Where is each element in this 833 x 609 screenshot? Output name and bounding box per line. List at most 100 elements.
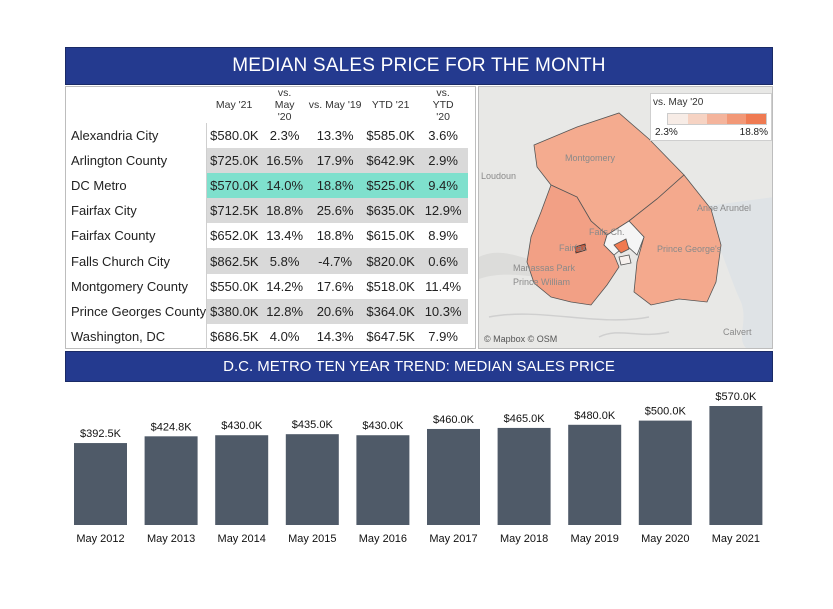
cell-may21: $652.0K xyxy=(206,223,262,249)
x-tick-label: May 2015 xyxy=(288,533,336,545)
price-table-panel: May '21 vs. May '20 vs. May '19 YTD '21 … xyxy=(65,86,476,349)
x-tick-label: May 2014 xyxy=(218,533,266,545)
cell-may21: $380.0K xyxy=(206,298,262,324)
legend-swatch xyxy=(707,114,727,124)
cell-ytd21: $518.0K xyxy=(366,278,415,294)
header-vs-may19: vs. May '19 xyxy=(308,99,362,111)
bar-may-2012[interactable] xyxy=(74,443,127,525)
top-title-banner: MEDIAN SALES PRICE FOR THE MONTH xyxy=(65,47,773,85)
bar-value-label: $430.0K xyxy=(362,420,404,432)
cell-ytd21: $364.0K xyxy=(362,298,419,324)
bar-may-2020[interactable] xyxy=(638,420,692,525)
map-label-loudoun: Loudoun xyxy=(481,171,517,181)
cell-vs-may20: 12.8% xyxy=(261,298,308,324)
x-tick-label: May 2013 xyxy=(147,533,195,545)
bottom-title: D.C. METRO TEN YEAR TREND: MEDIAN SALES … xyxy=(223,358,615,375)
arlington-region xyxy=(613,238,630,254)
map-label-anne-arundel: Anne Arundel xyxy=(697,203,752,213)
legend-title: vs. May '20 xyxy=(653,97,704,108)
bar-value-label: $430.0K xyxy=(221,420,263,432)
map-attribution[interactable]: © Mapbox © OSM xyxy=(484,334,558,344)
legend-swatch xyxy=(726,114,747,124)
cell-vs-may19: 13.3% xyxy=(316,128,354,144)
cell-vs-ytd20: 12.9% xyxy=(418,198,468,224)
table-row: DC Metro $570.0K 14.0% 18.8% $525.0K 9.4% xyxy=(66,173,468,199)
cell-ytd21: $647.5K xyxy=(366,328,415,344)
cell-ytd21: $615.0K xyxy=(366,228,415,244)
cell-may21: $862.5K xyxy=(206,248,262,274)
x-tick-label: May 2018 xyxy=(500,533,548,545)
cell-ytd21: $585.0K xyxy=(366,128,415,144)
cell-vs-ytd20: 2.9% xyxy=(418,148,468,174)
cell-vs-may19: 25.6% xyxy=(307,198,363,224)
bar-may-2014[interactable] xyxy=(215,435,269,525)
cell-vs-ytd20: 10.3% xyxy=(418,298,468,324)
bar-may-2015[interactable] xyxy=(285,434,339,525)
bar-may-2016[interactable] xyxy=(356,435,410,525)
top-title: MEDIAN SALES PRICE FOR THE MONTH xyxy=(232,55,606,76)
cell-ytd21: $820.0K xyxy=(362,248,419,274)
header-vs-ytd20: vs. YTD '20 xyxy=(432,87,454,123)
row-area-name: Fairfax City xyxy=(71,203,137,219)
legend-color-scale xyxy=(667,113,767,125)
cell-may21: $686.5K xyxy=(206,323,262,349)
bottom-title-banner: D.C. METRO TEN YEAR TREND: MEDIAN SALES … xyxy=(65,351,773,382)
cell-vs-may19: -4.7% xyxy=(307,248,363,274)
cell-vs-ytd20: 11.4% xyxy=(425,278,462,294)
table-row: Fairfax City $712.5K 18.8% 25.6% $635.0K 12.9… xyxy=(66,198,468,224)
bar-may-2017[interactable] xyxy=(427,428,480,525)
cell-vs-may19: 17.9% xyxy=(307,148,363,174)
cell-may21: $550.0K xyxy=(206,273,262,299)
legend-swatch xyxy=(668,114,688,124)
bar-may-2013[interactable] xyxy=(144,436,198,525)
map-label-falls-church: Falls Ch. xyxy=(589,227,625,237)
cell-ytd21: $525.0K xyxy=(362,173,419,199)
cell-may21: $725.0K xyxy=(206,148,262,174)
bar-may-2019[interactable] xyxy=(568,424,622,525)
row-area-name: Alexandria City xyxy=(71,128,159,144)
cell-vs-may20: 5.8% xyxy=(261,248,308,274)
header-area xyxy=(66,87,207,123)
map-label-fairfax: Fairfax xyxy=(559,243,587,253)
x-tick-label: May 2020 xyxy=(641,533,689,545)
map-label-calvert: Calvert xyxy=(723,327,752,337)
table-row: Falls Church City $862.5K 5.8% -4.7% $820.0K… xyxy=(66,248,468,274)
cell-may21: $570.0K xyxy=(206,173,262,199)
x-tick-label: May 2017 xyxy=(429,533,477,545)
trend-chart-svg: $392.5K May 2012 $424.8K May 2013 $430.0K May… xyxy=(74,391,763,545)
header-vs-may20: vs. May '20 xyxy=(274,87,295,123)
legend-min: 2.3% xyxy=(655,127,678,138)
cell-vs-may20: 18.8% xyxy=(261,198,308,224)
map-label-prince-william: Prince William xyxy=(513,277,571,287)
map-label-montgomery: Montgomery xyxy=(565,153,616,163)
map-label-prince-georges: Prince George's xyxy=(657,244,722,254)
prince-georges-region xyxy=(628,174,722,306)
legend-swatch xyxy=(746,114,766,124)
cell-vs-ytd20: 9.4% xyxy=(418,173,468,199)
bar-may-2021[interactable] xyxy=(709,406,763,525)
table-row: Prince Georges County $380.0K 12.8% 20.6% $3… xyxy=(66,298,468,324)
table-row: Fairfax County $652.0K 13.4% 18.8% $615.0K 8.… xyxy=(66,223,468,249)
cell-vs-may20: 14.0% xyxy=(261,173,308,199)
bar-may-2018[interactable] xyxy=(497,427,551,525)
bar-value-label: $435.0K xyxy=(292,419,334,431)
cell-vs-may19: 14.3% xyxy=(316,328,354,344)
trend-bar-chart: $392.5K May 2012 $424.8K May 2013 $430.0K May… xyxy=(65,384,773,547)
x-tick-label: May 2019 xyxy=(571,533,619,545)
cell-vs-may19: 20.6% xyxy=(307,298,363,324)
map-legend: vs. May '20 2.3% 18.8% xyxy=(650,93,772,141)
bar-value-label: $465.0K xyxy=(504,413,546,425)
region-map[interactable]: Montgomery Loudoun Anne Arundel Prince G… xyxy=(478,86,773,349)
header-ytd21: YTD '21 xyxy=(371,99,410,111)
row-area-name: Arlington County xyxy=(71,153,168,169)
fairfax-region xyxy=(526,184,620,306)
table-header-row: May '21 vs. May '20 vs. May '19 YTD '21 … xyxy=(66,87,468,123)
legend-max: 18.8% xyxy=(739,127,768,138)
bar-value-label: $480.0K xyxy=(574,410,616,422)
x-tick-label: May 2021 xyxy=(712,533,760,545)
cell-vs-may20: 2.3% xyxy=(269,128,300,144)
legend-swatch xyxy=(687,114,708,124)
cell-vs-may20: 4.0% xyxy=(269,328,300,344)
map-label-manassas-park: Manassas Park xyxy=(513,263,576,273)
cell-ytd21: $642.9K xyxy=(362,148,419,174)
